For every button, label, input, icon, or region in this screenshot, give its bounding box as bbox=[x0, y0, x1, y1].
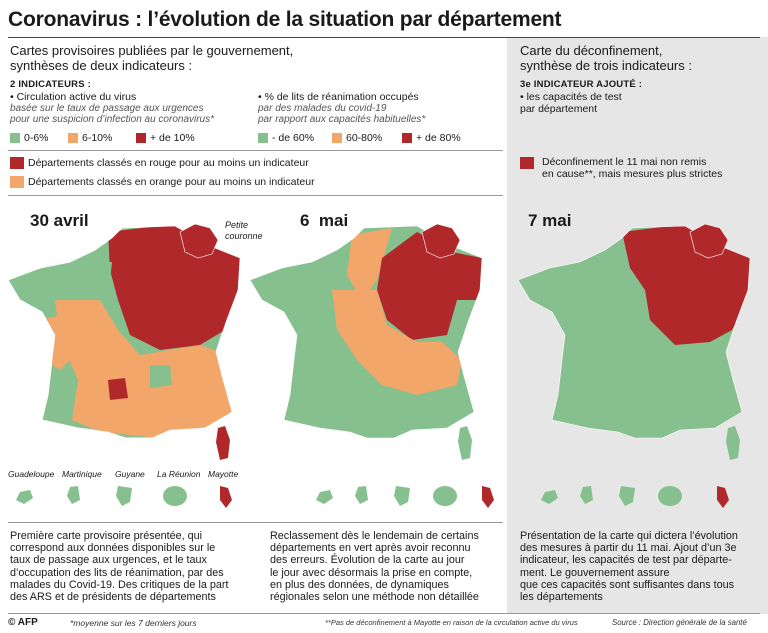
maps-divider bbox=[8, 522, 503, 523]
legend-label: 60-80% bbox=[346, 132, 383, 144]
indicator2-block: • % de lits de réanimation occupés par d… bbox=[258, 91, 503, 125]
petite-couronne-label: Petite couronne bbox=[225, 220, 263, 242]
description-line: les départements bbox=[520, 591, 603, 604]
legend-deconf-line1: Déconfinement le 11 mai non remis bbox=[542, 156, 707, 168]
indicator2-title: • % de lits de réanimation occupés bbox=[258, 91, 419, 103]
description-line: départements en vert après avoir reconnu bbox=[270, 542, 471, 555]
description-line: d’occupation des lits de réanimation, pa… bbox=[10, 566, 224, 579]
overseas-maps bbox=[16, 486, 729, 508]
legend-orange-label: Départements classés en orange pour au m… bbox=[28, 176, 315, 188]
green-swatch bbox=[10, 133, 20, 144]
indicator3-line2: par département bbox=[520, 103, 598, 115]
description-line: le jour avec désormais la prise en compt… bbox=[270, 566, 473, 579]
description-line: Présentation de la carte qui dictera l’é… bbox=[520, 530, 738, 542]
orange-swatch bbox=[10, 176, 24, 189]
label-mayotte: Mayotte bbox=[208, 469, 239, 479]
map3-date: 7 mai bbox=[528, 211, 572, 230]
inset-label-line2: couronne bbox=[225, 231, 263, 241]
description-30-avril: Première carte provisoire présentée, qui… bbox=[10, 530, 260, 603]
description-line: correspond aux données disponibles sur l… bbox=[10, 542, 216, 555]
green-swatch bbox=[258, 133, 268, 144]
footnote-2: **Pas de déconfinement à Mayotte en rais… bbox=[325, 618, 578, 627]
ind1-legend-red: + de 10% bbox=[136, 132, 195, 144]
red-swatch bbox=[402, 133, 412, 144]
indicator3-label: 3e INDICATEUR AJOUTÉ : bbox=[520, 79, 643, 90]
footer-divider bbox=[8, 613, 760, 614]
indicators-label: 2 INDICATEURS : bbox=[10, 79, 91, 90]
indicator1-sub1: basée sur le taux de passage aux urgence… bbox=[10, 103, 204, 114]
indicator3-block: • les capacités de test par département bbox=[520, 91, 622, 115]
ind2-legend-green: - de 60% bbox=[258, 132, 314, 144]
legend-label: + de 80% bbox=[416, 132, 461, 144]
footnote-1: *moyenne sur les 7 derniers jours bbox=[70, 618, 197, 628]
description-line: des ARS et de présidents de départements bbox=[10, 591, 216, 604]
indicator2-sub2: par rapport aux capacités habituelles* bbox=[258, 114, 426, 125]
right-heading-line1: Carte du déconfinement, bbox=[520, 43, 663, 58]
description-line: des erreurs. Évolution de la carte au jo… bbox=[270, 554, 465, 567]
ind2-legend-orange: 60-80% bbox=[332, 132, 382, 144]
left-heading-line1: Cartes provisoires publiées par le gouve… bbox=[10, 43, 294, 58]
label-martinique: Martinique bbox=[62, 469, 102, 479]
indicator3-line1: • les capacités de test bbox=[520, 91, 622, 103]
legend-orange-status: Départements classés en orange pour au m… bbox=[10, 176, 315, 189]
inset-label-line1: Petite bbox=[225, 220, 249, 230]
orange-swatch bbox=[68, 133, 78, 144]
left-heading-line2: synthèses de deux indicateurs : bbox=[10, 58, 193, 73]
description-line: malades du Covid-19. Des critiques de la… bbox=[10, 578, 229, 591]
description-line: Reclassement dès le lendemain de certain… bbox=[270, 530, 479, 542]
legend-deconf: Déconfinement le 11 mai non remis en cau… bbox=[520, 156, 722, 180]
legend-label: + de 10% bbox=[150, 132, 195, 144]
left-heading: Cartes provisoires publiées par le gouve… bbox=[10, 43, 293, 73]
indicator2-sub1: par des malades du covid-19 bbox=[258, 103, 387, 114]
description-line: en plus des données, de dynamiques bbox=[270, 578, 449, 591]
right-heading-line2: synthèse de trois indicateurs : bbox=[520, 58, 692, 73]
label-la-reunion: La Réunion bbox=[157, 469, 201, 479]
description-6-mai: Reclassement dès le lendemain de certain… bbox=[270, 530, 505, 603]
red-swatch bbox=[10, 157, 24, 170]
legend-red-status: Départements classés en rouge pour au mo… bbox=[10, 157, 309, 170]
source-note: Source : Direction générale de la santé bbox=[612, 618, 747, 627]
page-title: Coronavirus : l’évolution de la situatio… bbox=[8, 8, 562, 31]
red-swatch bbox=[520, 157, 534, 169]
legend-label: 0-6% bbox=[24, 132, 49, 144]
legend-deconf-line2: en cause**, mais mesures plus strictes bbox=[542, 168, 723, 180]
indicator1-title: • Circulation active du virus bbox=[10, 91, 137, 103]
red-swatch bbox=[136, 133, 146, 144]
afp-logo: © AFP bbox=[8, 617, 38, 628]
header-divider bbox=[8, 150, 503, 151]
label-guyane: Guyane bbox=[115, 469, 145, 479]
description-line: taux de passage aux urgences, et le taux bbox=[10, 554, 207, 567]
label-guadeloupe: Guadeloupe bbox=[8, 469, 55, 479]
description-line: que ces capacités sont suffisantes dans … bbox=[520, 578, 735, 591]
description-line: Première carte provisoire présentée, qui bbox=[10, 530, 203, 542]
ind1-legend-orange: 6-10% bbox=[68, 132, 112, 144]
description-7-mai: Présentation de la carte qui dictera l’é… bbox=[520, 530, 765, 603]
map2-date: 6 mai bbox=[300, 211, 349, 230]
map-7-mai bbox=[517, 223, 751, 460]
indicator1-block: • Circulation active du virus basée sur … bbox=[10, 91, 260, 125]
title-divider bbox=[8, 37, 760, 38]
ind2-legend-red: + de 80% bbox=[402, 132, 461, 144]
description-line: des mesures à partir du 11 mai. Ajout d’… bbox=[520, 542, 737, 555]
ind1-legend-green: 0-6% bbox=[10, 132, 49, 144]
map1-date: 30 avril bbox=[30, 211, 89, 230]
description-line: indicateur, les capacités de test par dé… bbox=[520, 554, 732, 567]
legend-label: 6-10% bbox=[82, 132, 113, 144]
description-line: régionales selon une méthode non détaill… bbox=[270, 591, 479, 604]
map-30-avril bbox=[7, 223, 241, 460]
legend-red-label: Départements classés en rouge pour au mo… bbox=[28, 157, 309, 169]
legend-divider bbox=[8, 195, 503, 196]
map-6-mai bbox=[249, 223, 483, 460]
right-heading: Carte du déconfinement, synthèse de troi… bbox=[520, 43, 692, 73]
description-line: ment. Le gouvernement assure bbox=[520, 566, 670, 579]
orange-swatch bbox=[332, 133, 342, 144]
indicator1-sub2: pour une suspicion d’infection au corona… bbox=[10, 114, 215, 125]
legend-label: - de 60% bbox=[272, 132, 315, 144]
